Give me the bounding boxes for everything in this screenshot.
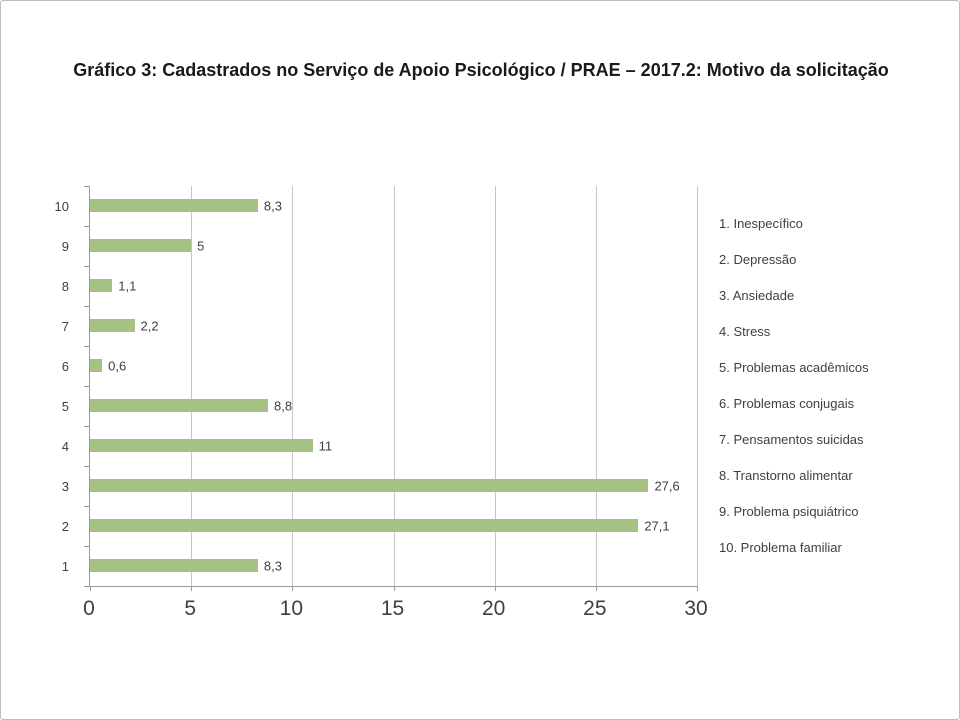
legend: 1. Inespecífico 2. Depressão 3. Ansiedade 4…: [719, 216, 934, 576]
legend-item: 9. Problema psiquiátrico: [719, 504, 859, 519]
x-axis-tick: [697, 586, 698, 591]
y-axis-tick: [84, 306, 89, 307]
y-axis-category-label: 8: [61, 278, 69, 294]
bar-row: 2,2: [90, 306, 697, 346]
legend-item: 7. Pensamentos suicidas: [719, 432, 864, 447]
y-axis-category-label: 10: [54, 198, 69, 214]
x-axis-tick-label: 20: [481, 597, 506, 620]
y-axis-tick: [84, 546, 89, 547]
bar-row: 0,6: [90, 346, 697, 386]
gridline: [494, 186, 496, 586]
y-axis-category-label: 5: [61, 398, 69, 414]
bar-value-label: 27,6: [654, 478, 680, 494]
x-axis-tick: [191, 586, 193, 591]
y-axis-category-label: 3: [61, 478, 69, 494]
gridline: [595, 186, 597, 586]
y-axis-tick: [84, 586, 89, 587]
bar-row: 8,3: [90, 186, 697, 226]
bar-value-label: 5: [197, 238, 205, 254]
y-axis-labels: 10 9 8 7 6 5 4 3 2 1: [31, 186, 81, 586]
y-axis-tick: [84, 346, 89, 347]
bar-value-label: 2,2: [140, 318, 159, 334]
bar-value-label: 8,3: [263, 198, 282, 214]
bar-row: 27,6: [90, 466, 697, 506]
legend-item: 10. Problema familiar: [719, 540, 842, 555]
x-axis-tick-label: 5: [184, 597, 196, 620]
y-axis-tick: [84, 226, 89, 227]
bar: [90, 399, 269, 412]
bar: [90, 199, 258, 212]
x-axis-tick: [595, 586, 597, 591]
legend-item: 4. Stress: [719, 324, 771, 339]
x-axis-tick: [90, 586, 91, 591]
x-axis-tick: [494, 586, 496, 591]
bar: [90, 519, 639, 532]
bar-row: 27,1: [90, 506, 697, 546]
legend-item: 6. Problemas conjugais: [719, 396, 855, 411]
bar: [90, 559, 258, 572]
x-axis-tick-label: 0: [83, 597, 95, 620]
legend-item: 1. Inespecífico: [719, 216, 803, 231]
bar-row: 8,3: [90, 546, 697, 586]
legend-item: 5. Problemas acadêmicos: [719, 360, 869, 375]
bar: [90, 279, 113, 292]
y-axis-category-label: 4: [61, 438, 69, 454]
y-axis-tick: [84, 426, 89, 427]
bar: [90, 359, 103, 372]
y-axis-category-label: 7: [61, 318, 69, 334]
y-axis-tick: [84, 266, 89, 267]
bar-row: 1,1: [90, 266, 697, 306]
x-axis-labels: 0 5 10 15 20 25 30: [83, 597, 708, 627]
gridline: [191, 186, 193, 586]
y-axis-tick: [84, 186, 89, 187]
y-axis-tick: [84, 386, 89, 387]
chart-title: Gráfico 3: Cadastrados no Serviço de Apo…: [73, 60, 889, 80]
bar-value-label: 11: [318, 438, 333, 454]
x-axis-tick-label: 15: [380, 597, 405, 620]
bar: [90, 319, 135, 332]
bar: [90, 239, 192, 252]
gridline: [292, 186, 294, 586]
gridline: [393, 186, 395, 586]
x-axis-tick-label: 25: [583, 597, 607, 620]
x-axis-tick: [393, 586, 395, 591]
bar-row: 8,8: [90, 386, 697, 426]
y-axis-category-label: 2: [61, 518, 69, 534]
legend-item: 3. Ansiedade: [719, 288, 795, 303]
legend-item: 2. Depressão: [719, 252, 797, 267]
y-axis-category-label: 9: [61, 238, 69, 254]
bar-value-label: 8,8: [274, 398, 293, 414]
y-axis-category-label: 1: [61, 558, 69, 574]
y-axis-tick: [84, 506, 89, 507]
bar-value-label: 8,3: [263, 558, 282, 574]
bar: [90, 479, 649, 492]
legend-item: 8. Transtorno alimentar: [719, 468, 853, 483]
y-axis-tick: [84, 466, 89, 467]
x-axis-tick-label: 10: [279, 597, 304, 620]
plot-area: 8,3 5 1,1 2,2 0,6 8,8 11 27,6 27,1 8,3: [84, 186, 698, 591]
x-axis-tick-label: 30: [684, 597, 708, 620]
bar-row: 5: [90, 226, 697, 266]
gridline: [697, 186, 698, 586]
x-axis-tick: [292, 586, 294, 591]
bar: [90, 439, 313, 452]
bar-value-label: 0,6: [108, 358, 127, 374]
bar-value-label: 1,1: [118, 278, 137, 294]
y-axis-category-label: 6: [61, 358, 69, 374]
bar-row: 11: [90, 426, 697, 466]
bar-value-label: 27,1: [644, 518, 670, 534]
